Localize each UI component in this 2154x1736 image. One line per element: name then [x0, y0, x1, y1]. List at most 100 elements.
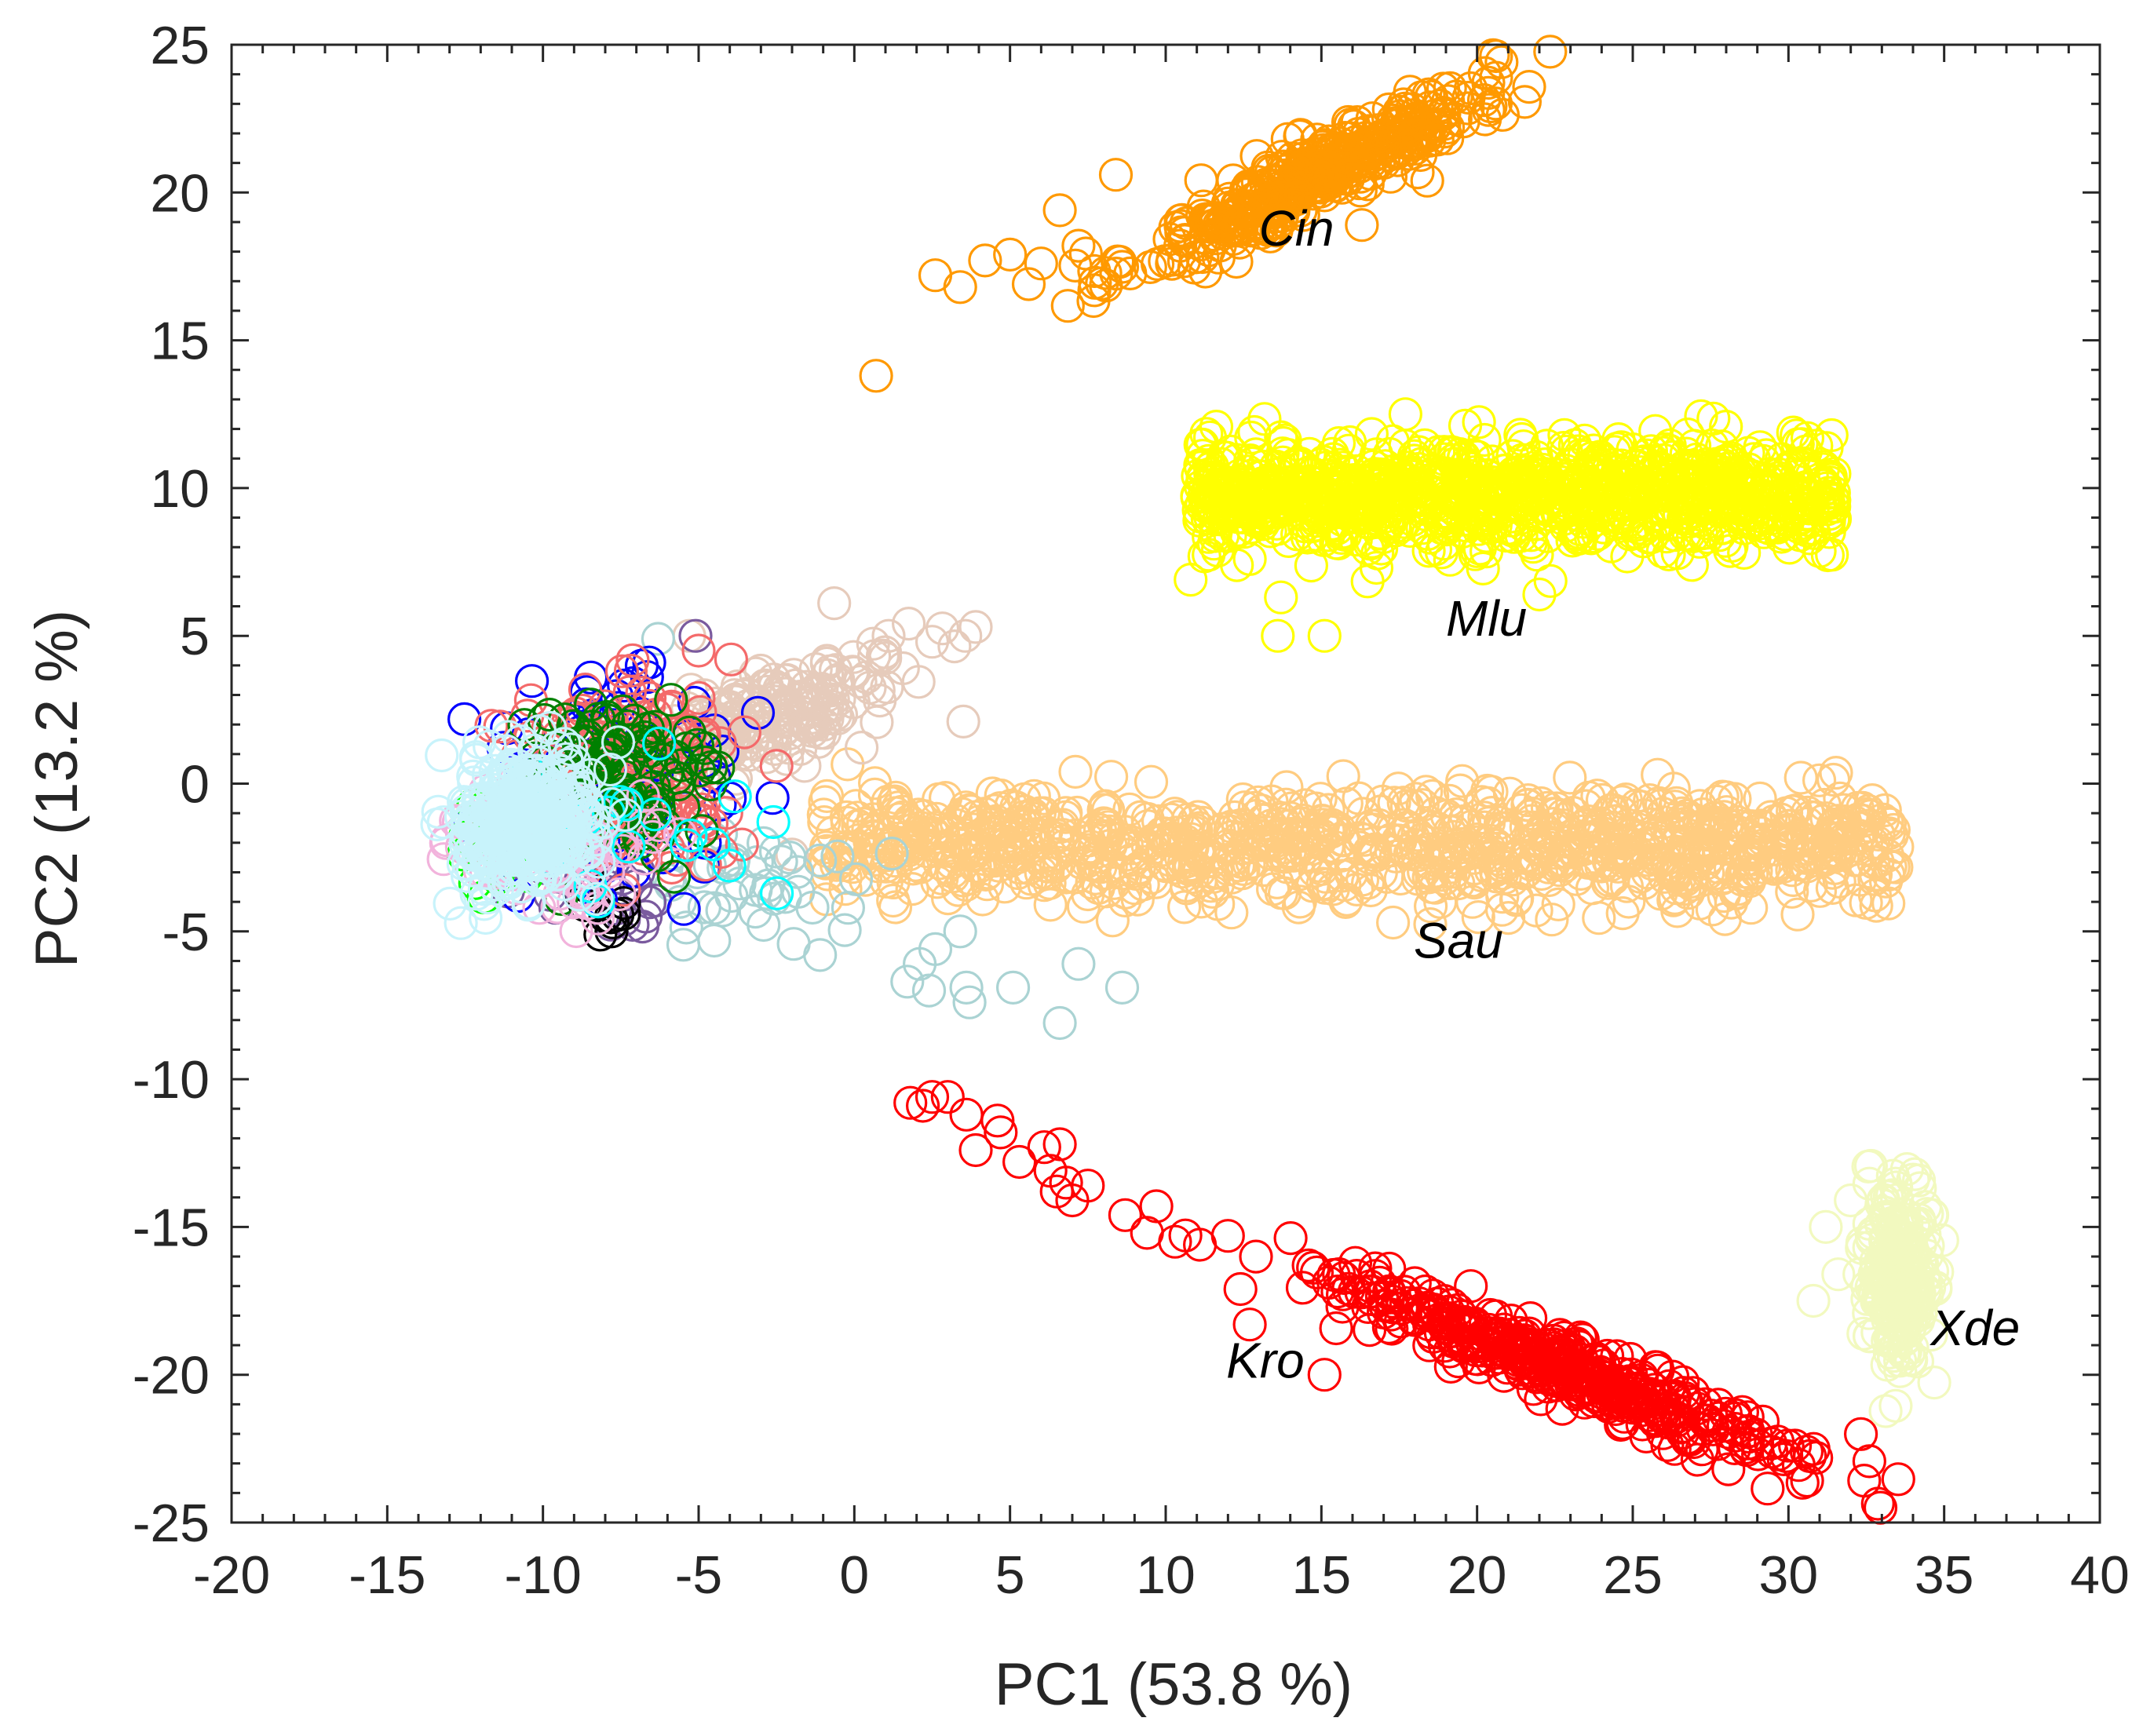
- point-Mlu: [1221, 492, 1255, 527]
- point-lightblue: [831, 891, 866, 925]
- cluster-label-Xde: Xde: [1929, 1300, 2020, 1356]
- point-Sau: [807, 804, 842, 840]
- point-Sau: [885, 827, 920, 863]
- y-tick-label: 25: [150, 16, 210, 75]
- point-Sau: [885, 800, 920, 834]
- point-Mlu: [1599, 507, 1634, 542]
- point-Cin: [1401, 123, 1436, 159]
- point-Sau: [1028, 839, 1062, 873]
- point-Xde: [1834, 1183, 1868, 1218]
- point-Sau: [1631, 843, 1666, 877]
- point-Mlu: [1213, 519, 1247, 553]
- point-Mlu: [1503, 418, 1538, 452]
- point-Sau: [1860, 825, 1894, 859]
- point-beige: [817, 585, 852, 621]
- point-Sau: [1624, 790, 1659, 824]
- point-Sau: [1541, 887, 1575, 922]
- point-Mlu: [1816, 482, 1850, 516]
- point-Sau: [1743, 781, 1777, 816]
- point-beige: [856, 626, 890, 661]
- point-Xde: [1871, 1278, 1905, 1313]
- point-Kro: [1296, 1250, 1331, 1286]
- point-Cin: [943, 270, 977, 305]
- point-Cin: [1345, 208, 1379, 243]
- point-Sau: [1641, 824, 1676, 859]
- x-tick-label: 5: [995, 1545, 1025, 1605]
- point-Kro: [1473, 1297, 1508, 1333]
- point-Kro: [1331, 1271, 1366, 1306]
- point-Sau: [1859, 888, 1893, 923]
- point-Kro: [1781, 1448, 1816, 1483]
- point-Mlu: [1517, 476, 1553, 510]
- point-Kro: [1352, 1312, 1387, 1348]
- point-Sau: [1733, 846, 1768, 881]
- point-Mlu: [1232, 542, 1267, 576]
- point-Sau: [1214, 860, 1249, 895]
- point-Cin: [1426, 71, 1461, 106]
- point-Mlu: [1641, 450, 1676, 484]
- x-tick-label: -20: [193, 1545, 270, 1605]
- point-lightblue: [918, 932, 953, 967]
- point-Kro: [1454, 1311, 1489, 1345]
- point-Kro: [1630, 1378, 1665, 1413]
- point-Sau: [1801, 827, 1835, 862]
- point-Cin: [1216, 163, 1250, 198]
- point-Sau: [1855, 833, 1890, 867]
- y-tick-label: -15: [133, 1198, 210, 1257]
- point-Sau: [1478, 853, 1513, 888]
- point-Sau: [1524, 856, 1559, 892]
- point-Sau: [1298, 854, 1332, 888]
- point-Mlu: [1462, 405, 1496, 439]
- point-Sau: [1088, 789, 1123, 823]
- point-Sau: [1042, 837, 1076, 871]
- point-Mlu: [1678, 429, 1712, 463]
- point-Sau: [1249, 802, 1284, 837]
- point-Xde: [1853, 1148, 1888, 1183]
- point-Sau: [1780, 897, 1815, 932]
- point-Sau: [1597, 804, 1631, 839]
- point-lightblue: [820, 839, 855, 873]
- point-Sau: [828, 871, 863, 906]
- point-Mlu: [1813, 459, 1847, 494]
- point-Sau: [1130, 829, 1165, 863]
- point-beige: [775, 837, 809, 872]
- point-Mlu: [1749, 469, 1783, 504]
- point-Sau: [951, 861, 987, 895]
- point-Kro: [930, 1080, 965, 1114]
- point-Sau: [1247, 853, 1281, 888]
- point-Mlu: [1294, 476, 1329, 510]
- scatter-points: [420, 35, 1959, 1525]
- point-Kro: [1607, 1373, 1641, 1408]
- point-beige: [742, 709, 776, 745]
- point-Mlu: [1704, 477, 1739, 512]
- point-Sau: [1659, 859, 1693, 894]
- point-Sau: [1590, 797, 1624, 832]
- point-Kro: [1493, 1326, 1528, 1361]
- point-Mlu: [1519, 498, 1554, 532]
- point-Sau: [1387, 808, 1422, 842]
- point-Kro: [1844, 1417, 1878, 1451]
- point-Kro: [1049, 1165, 1083, 1200]
- point-beige: [787, 749, 822, 783]
- point-Kro: [1766, 1442, 1801, 1477]
- point-Mlu: [1378, 513, 1413, 548]
- point-Kro: [1670, 1421, 1705, 1455]
- point-Xde: [1875, 1231, 1910, 1266]
- point-Mlu: [1714, 469, 1749, 505]
- x-tick-label: -5: [675, 1545, 722, 1605]
- point-beige: [736, 720, 770, 754]
- point-Sau: [1378, 839, 1413, 873]
- point-Cin: [1024, 246, 1058, 281]
- point-Kro: [1320, 1274, 1355, 1309]
- x-tick-label: -10: [505, 1545, 582, 1605]
- point-Mlu: [1299, 504, 1334, 538]
- point-Cin: [1239, 139, 1274, 173]
- point-Xde: [1895, 1330, 1929, 1365]
- point-Kro: [1210, 1219, 1245, 1253]
- point-Sau: [969, 867, 1005, 902]
- point-Mlu: [1572, 482, 1607, 517]
- point-blue: [514, 664, 549, 698]
- point-Mlu: [1791, 491, 1827, 526]
- point-Kro: [1730, 1414, 1765, 1450]
- point-Sau: [1504, 793, 1539, 827]
